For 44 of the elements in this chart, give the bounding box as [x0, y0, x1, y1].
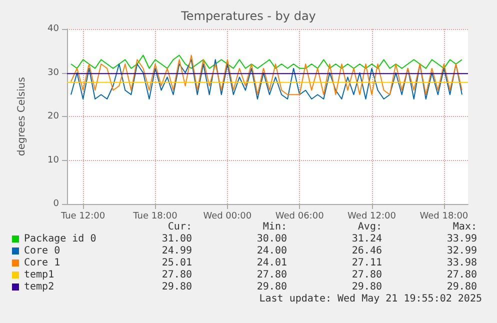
- y-tick-label: 0: [53, 199, 60, 209]
- x-tick-label: Wed 18:00: [420, 212, 468, 222]
- text: Max:: [452, 222, 477, 232]
- line-series: [70, 54, 462, 69]
- text: Min:: [262, 222, 287, 232]
- text: 33.98: [446, 258, 477, 268]
- x-tick-label: Tue 18:00: [132, 212, 178, 222]
- text: 29.80: [352, 282, 382, 292]
- text: 26.46: [352, 246, 382, 256]
- x-tick-label: Wed 12:00: [348, 212, 396, 222]
- text: 24.01: [256, 258, 287, 268]
- y-tick-label: 10: [48, 155, 60, 166]
- text: 27.80: [256, 270, 287, 280]
- text: Avg:: [358, 222, 382, 232]
- text: 27.80: [162, 270, 192, 280]
- text: 31.24: [352, 234, 382, 244]
- text: 24.00: [256, 246, 287, 256]
- legend-label: Core 0: [24, 246, 60, 256]
- text: 27.11: [352, 258, 382, 268]
- x-tick-label: Wed 06:00: [275, 212, 324, 222]
- text: 29.80: [256, 282, 287, 292]
- text: Last update: Wed May 21 19:55:02 2025: [259, 294, 482, 304]
- text: 24.99: [162, 246, 192, 256]
- legend-label: Core 1: [24, 258, 60, 268]
- legend-label: Package id 0: [24, 234, 96, 244]
- text: 29.80: [162, 282, 192, 292]
- text: 29.80: [446, 282, 477, 292]
- chart-title: Temperatures - by day: [180, 9, 316, 23]
- y-tick-label: 30: [48, 68, 60, 78]
- y-axis-title: degrees Celsius: [16, 77, 28, 156]
- text: 33.99: [446, 234, 477, 244]
- text: 25.01: [162, 258, 192, 268]
- text: 31.00: [162, 234, 192, 244]
- text: 30.00: [256, 234, 287, 244]
- y-tick-label: 20: [48, 112, 60, 122]
- x-tick-label: Tue 12:00: [60, 212, 106, 222]
- text: 27.80: [446, 270, 477, 280]
- text: Cur:: [168, 222, 192, 232]
- y-tick-label: 40: [48, 24, 60, 34]
- text: 27.80: [352, 270, 382, 280]
- legend-label: temp2: [24, 282, 54, 292]
- text: 32.99: [446, 246, 477, 256]
- x-tick-label: Wed 00:00: [203, 212, 252, 222]
- legend-label: temp1: [24, 270, 54, 280]
